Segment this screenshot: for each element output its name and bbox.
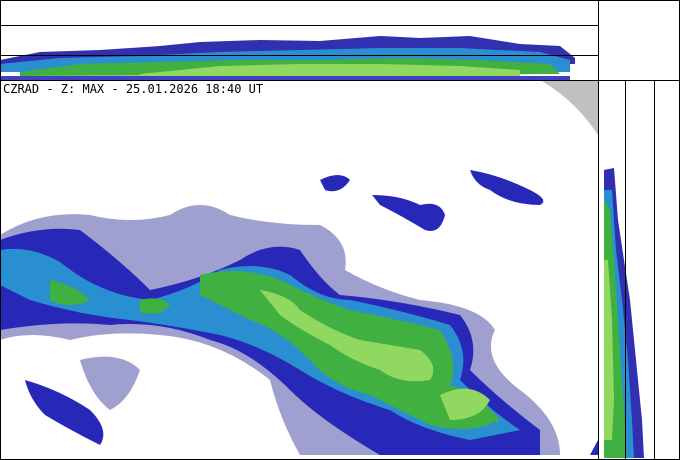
- range-mask: [540, 80, 598, 135]
- top-profile: [0, 36, 575, 80]
- radar-echoes: [0, 80, 598, 455]
- product-title: CZRAD - Z: MAX - 25.01.2026 18:40 UT: [3, 82, 263, 96]
- right-profile: [604, 168, 644, 458]
